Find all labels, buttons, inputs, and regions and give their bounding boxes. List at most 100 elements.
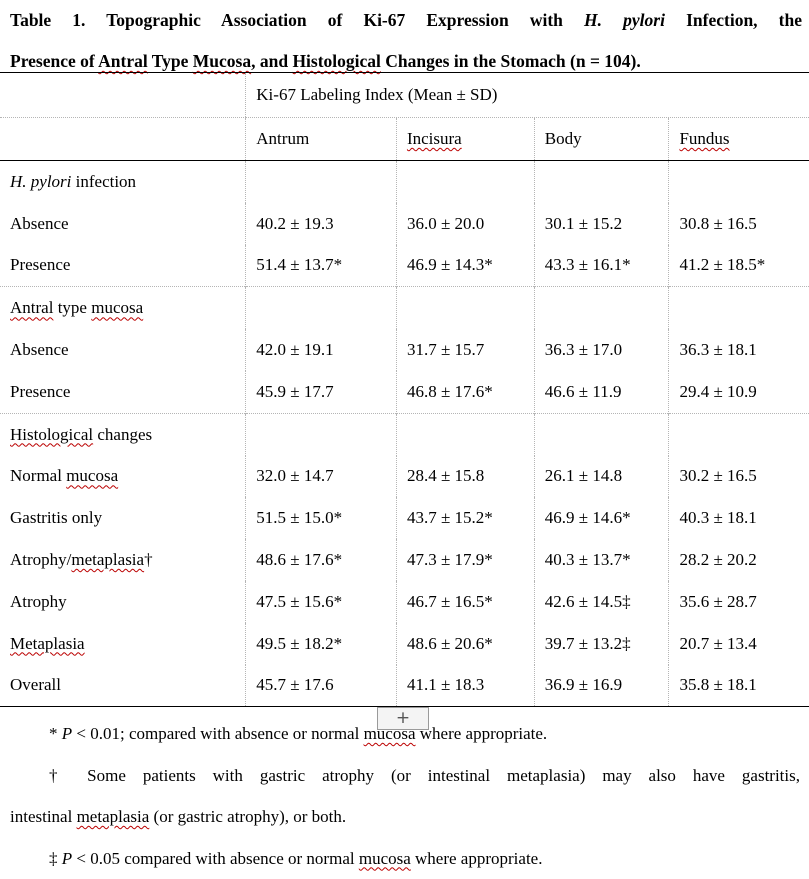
cell-body: 40.3 ± 13.7* <box>534 539 669 581</box>
empty-cell <box>534 413 669 455</box>
cell-incisura: 43.7 ± 15.2* <box>396 497 534 539</box>
footnote-text: ‡ <box>49 849 62 868</box>
row-label-text: mucosa <box>66 466 118 485</box>
cell-body: 39.7 ± 13.2‡ <box>534 623 669 665</box>
empty-cell <box>246 287 397 329</box>
table-row: Normal mucosa 32.0 ± 14.7 28.4 ± 15.8 26… <box>0 456 809 498</box>
footnote-2-line-2: intestinal metaplasia (or gastric atroph… <box>10 796 800 838</box>
cell-antrum: 45.9 ± 17.7 <box>246 371 397 413</box>
empty-cell <box>669 413 809 455</box>
cell-body: 36.9 ± 16.9 <box>534 665 669 707</box>
table-row: Presence 51.4 ± 13.7* 46.9 ± 14.3* 43.3 … <box>0 245 809 287</box>
table-row: Atrophy/metaplasia† 48.6 ± 17.6* 47.3 ± … <box>0 539 809 581</box>
row-label: Presence <box>0 371 246 413</box>
footnote-2-line-1: † Some patients with gastric atrophy (or… <box>10 755 800 797</box>
table-row: Absence 42.0 ± 19.1 31.7 ± 15.7 36.3 ± 1… <box>0 329 809 371</box>
table-header-row: Antrum Incisura Body Fundus <box>0 118 809 161</box>
row-label-text: Metaplasia <box>10 634 85 653</box>
empty-cell <box>534 161 669 203</box>
caption-italic: H. pylori <box>584 10 665 30</box>
cell-fundus: 35.6 ± 28.7 <box>669 581 809 623</box>
column-header-fundus: Fundus <box>669 118 809 161</box>
row-label: Presence <box>0 245 246 287</box>
caption-text: Type <box>148 51 193 71</box>
footnote-italic: P <box>62 849 72 868</box>
footnote-3: ‡ P < 0.05 compared with absence or norm… <box>10 838 800 879</box>
caption-text: Presence of <box>10 51 98 71</box>
cell-incisura: 41.1 ± 18.3 <box>396 665 534 707</box>
empty-cell <box>396 413 534 455</box>
cell-antrum: 42.0 ± 19.1 <box>246 329 397 371</box>
cell-incisura: 36.0 ± 20.0 <box>396 203 534 245</box>
empty-cell <box>534 287 669 329</box>
cell-antrum: 51.5 ± 15.0* <box>246 497 397 539</box>
section-title-text: Antral <box>10 298 53 317</box>
cell-fundus: 28.2 ± 20.2 <box>669 539 809 581</box>
footnote-text: where appropriate. <box>416 724 548 743</box>
row-label-text: Normal <box>10 466 66 485</box>
header-empty-cell <box>0 118 246 161</box>
row-label: Overall <box>0 665 246 707</box>
cell-antrum: 49.5 ± 18.2* <box>246 623 397 665</box>
column-header-antrum: Antrum <box>246 118 397 161</box>
empty-cell <box>396 161 534 203</box>
footnote-text: < 0.05 compared with absence or normal <box>72 849 359 868</box>
cell-incisura: 31.7 ± 15.7 <box>396 329 534 371</box>
ki67-table: Ki-67 Labeling Index (Mean ± SD) Antrum … <box>0 72 809 707</box>
column-header-incisura: Incisura <box>396 118 534 161</box>
section-title-text: Histological <box>10 425 93 444</box>
caption-text: Antral <box>98 51 148 71</box>
section-title-row: Antral type mucosa <box>0 287 809 329</box>
table-caption: Table 1. Topographic Association of Ki-6… <box>10 0 802 82</box>
section-title-text: type <box>53 298 91 317</box>
cell-fundus: 30.2 ± 16.5 <box>669 456 809 498</box>
row-label: Gastritis only <box>0 497 246 539</box>
header-empty-cell <box>0 73 246 118</box>
table-row: Absence 40.2 ± 19.3 36.0 ± 20.0 30.1 ± 1… <box>0 203 809 245</box>
cell-body: 46.9 ± 14.6* <box>534 497 669 539</box>
cell-incisura: 48.6 ± 20.6* <box>396 623 534 665</box>
empty-cell <box>396 287 534 329</box>
caption-text: Changes in the Stomach (n = 104). <box>381 51 641 71</box>
caption-text: Histological <box>292 51 380 71</box>
section-title: H. pylori infection <box>0 161 246 203</box>
section-title-text: changes <box>93 425 152 444</box>
row-label: Normal mucosa <box>0 456 246 498</box>
cell-fundus: 40.3 ± 18.1 <box>669 497 809 539</box>
section-title: Antral type mucosa <box>0 287 246 329</box>
cell-body: 42.6 ± 14.5‡ <box>534 581 669 623</box>
footnote-text: * <box>49 724 62 743</box>
cell-incisura: 47.3 ± 17.9* <box>396 539 534 581</box>
row-label: Atrophy <box>0 581 246 623</box>
super-header: Ki-67 Labeling Index (Mean ± SD) <box>246 73 809 118</box>
table-row: Overall 45.7 ± 17.6 41.1 ± 18.3 36.9 ± 1… <box>0 665 809 707</box>
footnote-italic: P <box>62 724 72 743</box>
table-row: Atrophy 47.5 ± 15.6* 46.7 ± 16.5* 42.6 ±… <box>0 581 809 623</box>
footnote-text: metaplasia <box>77 807 150 826</box>
section-title-text: mucosa <box>91 298 143 317</box>
empty-cell <box>246 413 397 455</box>
caption-text: Table 1. Topographic Association of Ki-6… <box>10 10 584 30</box>
cell-incisura: 46.9 ± 14.3* <box>396 245 534 287</box>
cell-fundus: 41.2 ± 18.5* <box>669 245 809 287</box>
cell-body: 26.1 ± 14.8 <box>534 456 669 498</box>
cell-antrum: 45.7 ± 17.6 <box>246 665 397 707</box>
cell-fundus: 35.8 ± 18.1 <box>669 665 809 707</box>
section-title-row: H. pylori infection <box>0 161 809 203</box>
caption-text: Mucosa <box>193 51 251 71</box>
cell-incisura: 28.4 ± 15.8 <box>396 456 534 498</box>
add-row-button[interactable]: + <box>377 707 429 730</box>
cell-antrum: 47.5 ± 15.6* <box>246 581 397 623</box>
footnote-text: where appropriate. <box>411 849 543 868</box>
cell-antrum: 48.6 ± 17.6* <box>246 539 397 581</box>
section-title-text: infection <box>71 172 136 191</box>
cell-body: 36.3 ± 17.0 <box>534 329 669 371</box>
footnote-text: mucosa <box>359 849 411 868</box>
cell-body: 30.1 ± 15.2 <box>534 203 669 245</box>
cell-incisura: 46.8 ± 17.6* <box>396 371 534 413</box>
row-label: Metaplasia <box>0 623 246 665</box>
cell-fundus: 30.8 ± 16.5 <box>669 203 809 245</box>
dagger-mark: † <box>144 550 153 569</box>
table-footnotes: * P < 0.01; compared with absence or nor… <box>10 713 800 879</box>
cell-body: 46.6 ± 11.9 <box>534 371 669 413</box>
